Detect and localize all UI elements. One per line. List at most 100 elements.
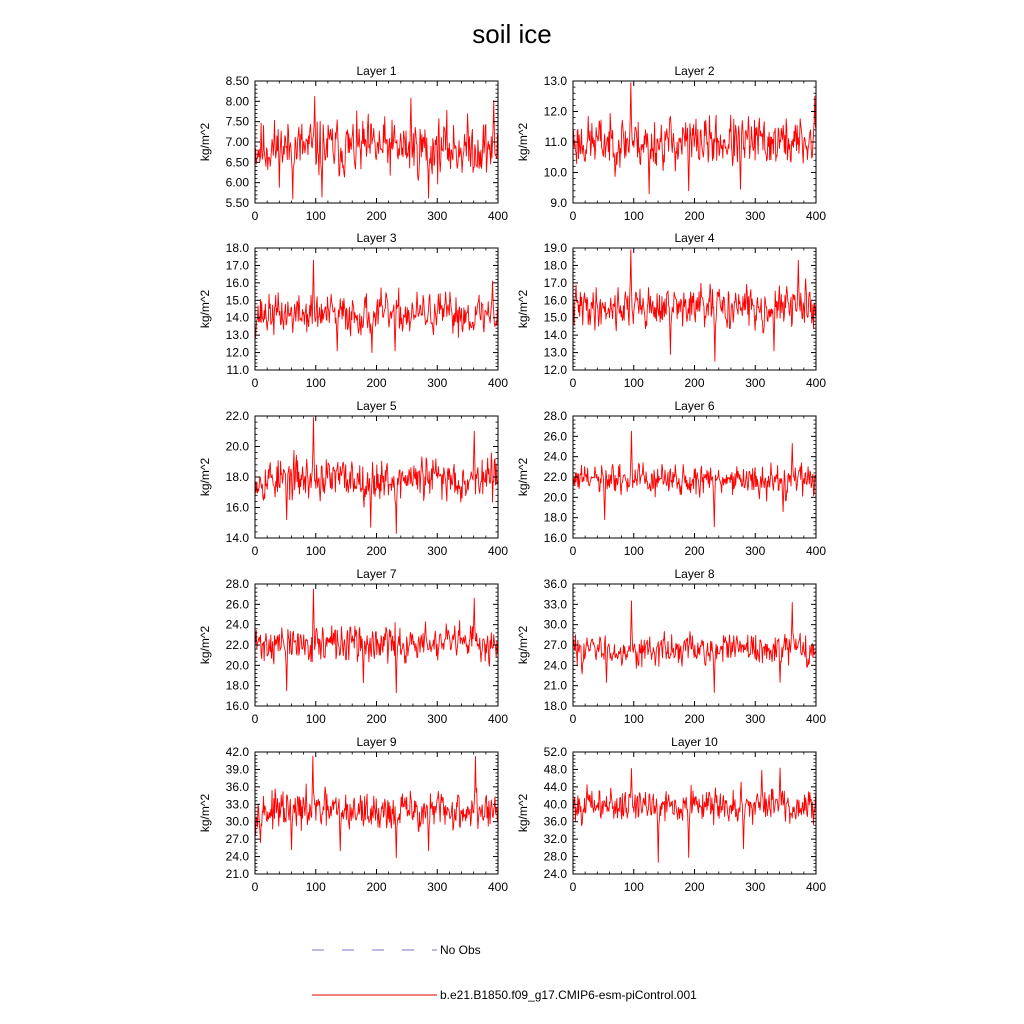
layer-7-y-axis-label: kg/m^2 <box>198 626 212 665</box>
layer-7-y-tick-label: 24.0 <box>226 618 250 632</box>
panel-layer-8: Layer 8 kg/m^2 0 100 200 300 400 18.0 21.0 24.0 27… <box>516 567 826 726</box>
legend: No Obs b.e21.B1850.f09_g17.CMIP6-esm-piC… <box>312 943 697 1002</box>
layer-5-y-axis-label: kg/m^2 <box>198 458 212 497</box>
layer-7-x-tick-label: 400 <box>488 712 508 726</box>
layer-6-y-tick-label: 28.0 <box>544 409 568 423</box>
layer-5-y-tick-label: 22.0 <box>226 409 250 423</box>
layer-3-y-axis-label: kg/m^2 <box>198 290 212 329</box>
layer-4-series-line <box>572 249 817 362</box>
layer-2-x-tick-label: 100 <box>624 209 644 223</box>
layer-1-y-axis-label: kg/m^2 <box>198 123 212 162</box>
layer-3-y-tick-label: 16.0 <box>226 276 250 290</box>
layer-2-x-tick-label: 300 <box>745 209 765 223</box>
layer-9-x-tick-label: 100 <box>306 880 326 894</box>
layer-9-y-axis-label: kg/m^2 <box>198 794 212 833</box>
layer-6-series-line <box>572 430 817 528</box>
layer-4-x-tick-label: 0 <box>570 376 577 390</box>
layer-1-y-tick-label: 7.00 <box>226 135 250 149</box>
layer-4-y-tick-label: 17.0 <box>544 276 568 290</box>
layer-4-y-tick-label: 14.0 <box>544 328 568 342</box>
layer-3-x-tick-label: 0 <box>252 376 259 390</box>
layer-10-y-tick-label: 36.0 <box>544 815 568 829</box>
layer-1-y-tick-label: 7.50 <box>226 115 250 129</box>
panel-layer-9: Layer 9 kg/m^2 0 100 200 300 400 21.0 24.0 27.0 30… <box>198 735 508 894</box>
layer-4-y-tick-label: 13.0 <box>544 346 568 360</box>
layer-3-x-tick-label: 400 <box>488 376 508 390</box>
layer-6-y-tick-label: 22.0 <box>544 470 568 484</box>
layer-10-y-tick-label: 44.0 <box>544 780 568 794</box>
layer-7-x-tick-label: 300 <box>427 712 447 726</box>
layer-2-y-tick-label: 10.0 <box>544 166 568 180</box>
layer-4-title: Layer 4 <box>674 231 714 245</box>
layer-7-series-line <box>254 588 499 694</box>
layer-3-series-line <box>254 259 499 354</box>
layer-6-title: Layer 6 <box>674 399 714 413</box>
layer-3-y-tick-label: 14.0 <box>226 311 250 325</box>
layer-7-y-tick-label: 20.0 <box>226 658 250 672</box>
layer-5-title: Layer 5 <box>356 399 396 413</box>
layer-6-y-tick-label: 16.0 <box>544 531 568 545</box>
layer-8-y-tick-label: 33.0 <box>544 597 568 611</box>
layer-8-y-tick-label: 24.0 <box>544 658 568 672</box>
panel-layer-2: Layer 2 kg/m^2 0 100 200 300 400 9.0 10.0 11.0 12.… <box>516 64 826 223</box>
layer-6-x-tick-label: 0 <box>570 544 577 558</box>
layer-10-x-tick-label: 300 <box>745 880 765 894</box>
layer-4-y-tick-label: 16.0 <box>544 293 568 307</box>
layer-2-series-line <box>572 82 817 195</box>
layer-5-series-line <box>254 417 499 534</box>
layer-9-series-line <box>254 755 499 859</box>
layer-6-y-tick-label: 24.0 <box>544 450 568 464</box>
layer-4-y-tick-label: 19.0 <box>544 241 568 255</box>
layer-10-x-tick-label: 0 <box>570 880 577 894</box>
layer-3-y-tick-label: 13.0 <box>226 328 250 342</box>
layer-8-x-tick-label: 0 <box>570 712 577 726</box>
layer-9-y-tick-label: 27.0 <box>226 832 250 846</box>
legend-label-no-obs: No Obs <box>440 943 481 957</box>
layer-2-y-tick-label: 11.0 <box>545 135 568 149</box>
layer-7-title: Layer 7 <box>356 567 396 581</box>
layer-10-x-tick-label: 100 <box>624 880 644 894</box>
layer-3-title: Layer 3 <box>356 231 396 245</box>
layer-7-x-tick-label: 0 <box>252 712 259 726</box>
panel-layer-3: Layer 3 kg/m^2 0 100 200 300 400 11.0 12.0 13.0 14… <box>198 231 508 390</box>
layer-2-title: Layer 2 <box>674 64 714 78</box>
layer-2-y-tick-label: 9.0 <box>550 196 567 210</box>
layer-4-y-tick-label: 12.0 <box>544 363 568 377</box>
layer-7-y-tick-label: 26.0 <box>226 597 250 611</box>
layer-9-y-tick-label: 42.0 <box>226 745 250 759</box>
panel-layer-7: Layer 7 kg/m^2 0 100 200 300 400 16.0 18.0 20.0 22… <box>198 567 508 726</box>
layer-4-x-tick-label: 200 <box>684 376 704 390</box>
layer-1-series-line <box>254 95 499 200</box>
layer-10-plot-frame <box>572 751 817 875</box>
layer-6-x-tick-label: 300 <box>745 544 765 558</box>
layer-10-y-tick-label: 48.0 <box>544 762 568 776</box>
layer-1-y-tick-label: 5.50 <box>226 196 250 210</box>
layer-2-x-tick-label: 0 <box>570 209 577 223</box>
panel-layer-1: Layer 1 kg/m^2 0 100 200 300 400 5.50 6.00 6.50 7.… <box>198 64 508 223</box>
layer-8-y-axis-label: kg/m^2 <box>516 626 530 665</box>
layer-4-y-axis-label: kg/m^2 <box>516 290 530 329</box>
layer-8-y-tick-label: 27.0 <box>544 638 568 652</box>
layer-8-x-tick-label: 200 <box>684 712 704 726</box>
layer-1-y-tick-label: 8.50 <box>226 74 250 88</box>
layer-6-y-tick-label: 18.0 <box>544 511 568 525</box>
layer-1-y-tick-label: 8.00 <box>226 94 250 108</box>
layer-8-title: Layer 8 <box>674 567 714 581</box>
layer-7-x-tick-label: 100 <box>306 712 326 726</box>
layer-10-y-tick-label: 40.0 <box>544 797 568 811</box>
layer-5-x-tick-label: 400 <box>488 544 508 558</box>
layer-10-y-tick-label: 32.0 <box>544 832 568 846</box>
layer-6-y-tick-label: 26.0 <box>544 429 568 443</box>
layer-2-y-tick-label: 12.0 <box>544 105 568 119</box>
layer-3-x-tick-label: 100 <box>306 376 326 390</box>
layer-2-x-tick-label: 200 <box>684 209 704 223</box>
layer-5-x-tick-label: 200 <box>366 544 386 558</box>
layer-8-x-tick-label: 400 <box>806 712 826 726</box>
layer-5-y-tick-label: 16.0 <box>226 501 250 515</box>
layer-10-title: Layer 10 <box>671 735 718 749</box>
layer-1-plot-frame <box>254 80 499 204</box>
layer-3-y-tick-label: 15.0 <box>226 293 250 307</box>
layer-2-x-tick-label: 400 <box>806 209 826 223</box>
layer-7-x-tick-label: 200 <box>366 712 386 726</box>
